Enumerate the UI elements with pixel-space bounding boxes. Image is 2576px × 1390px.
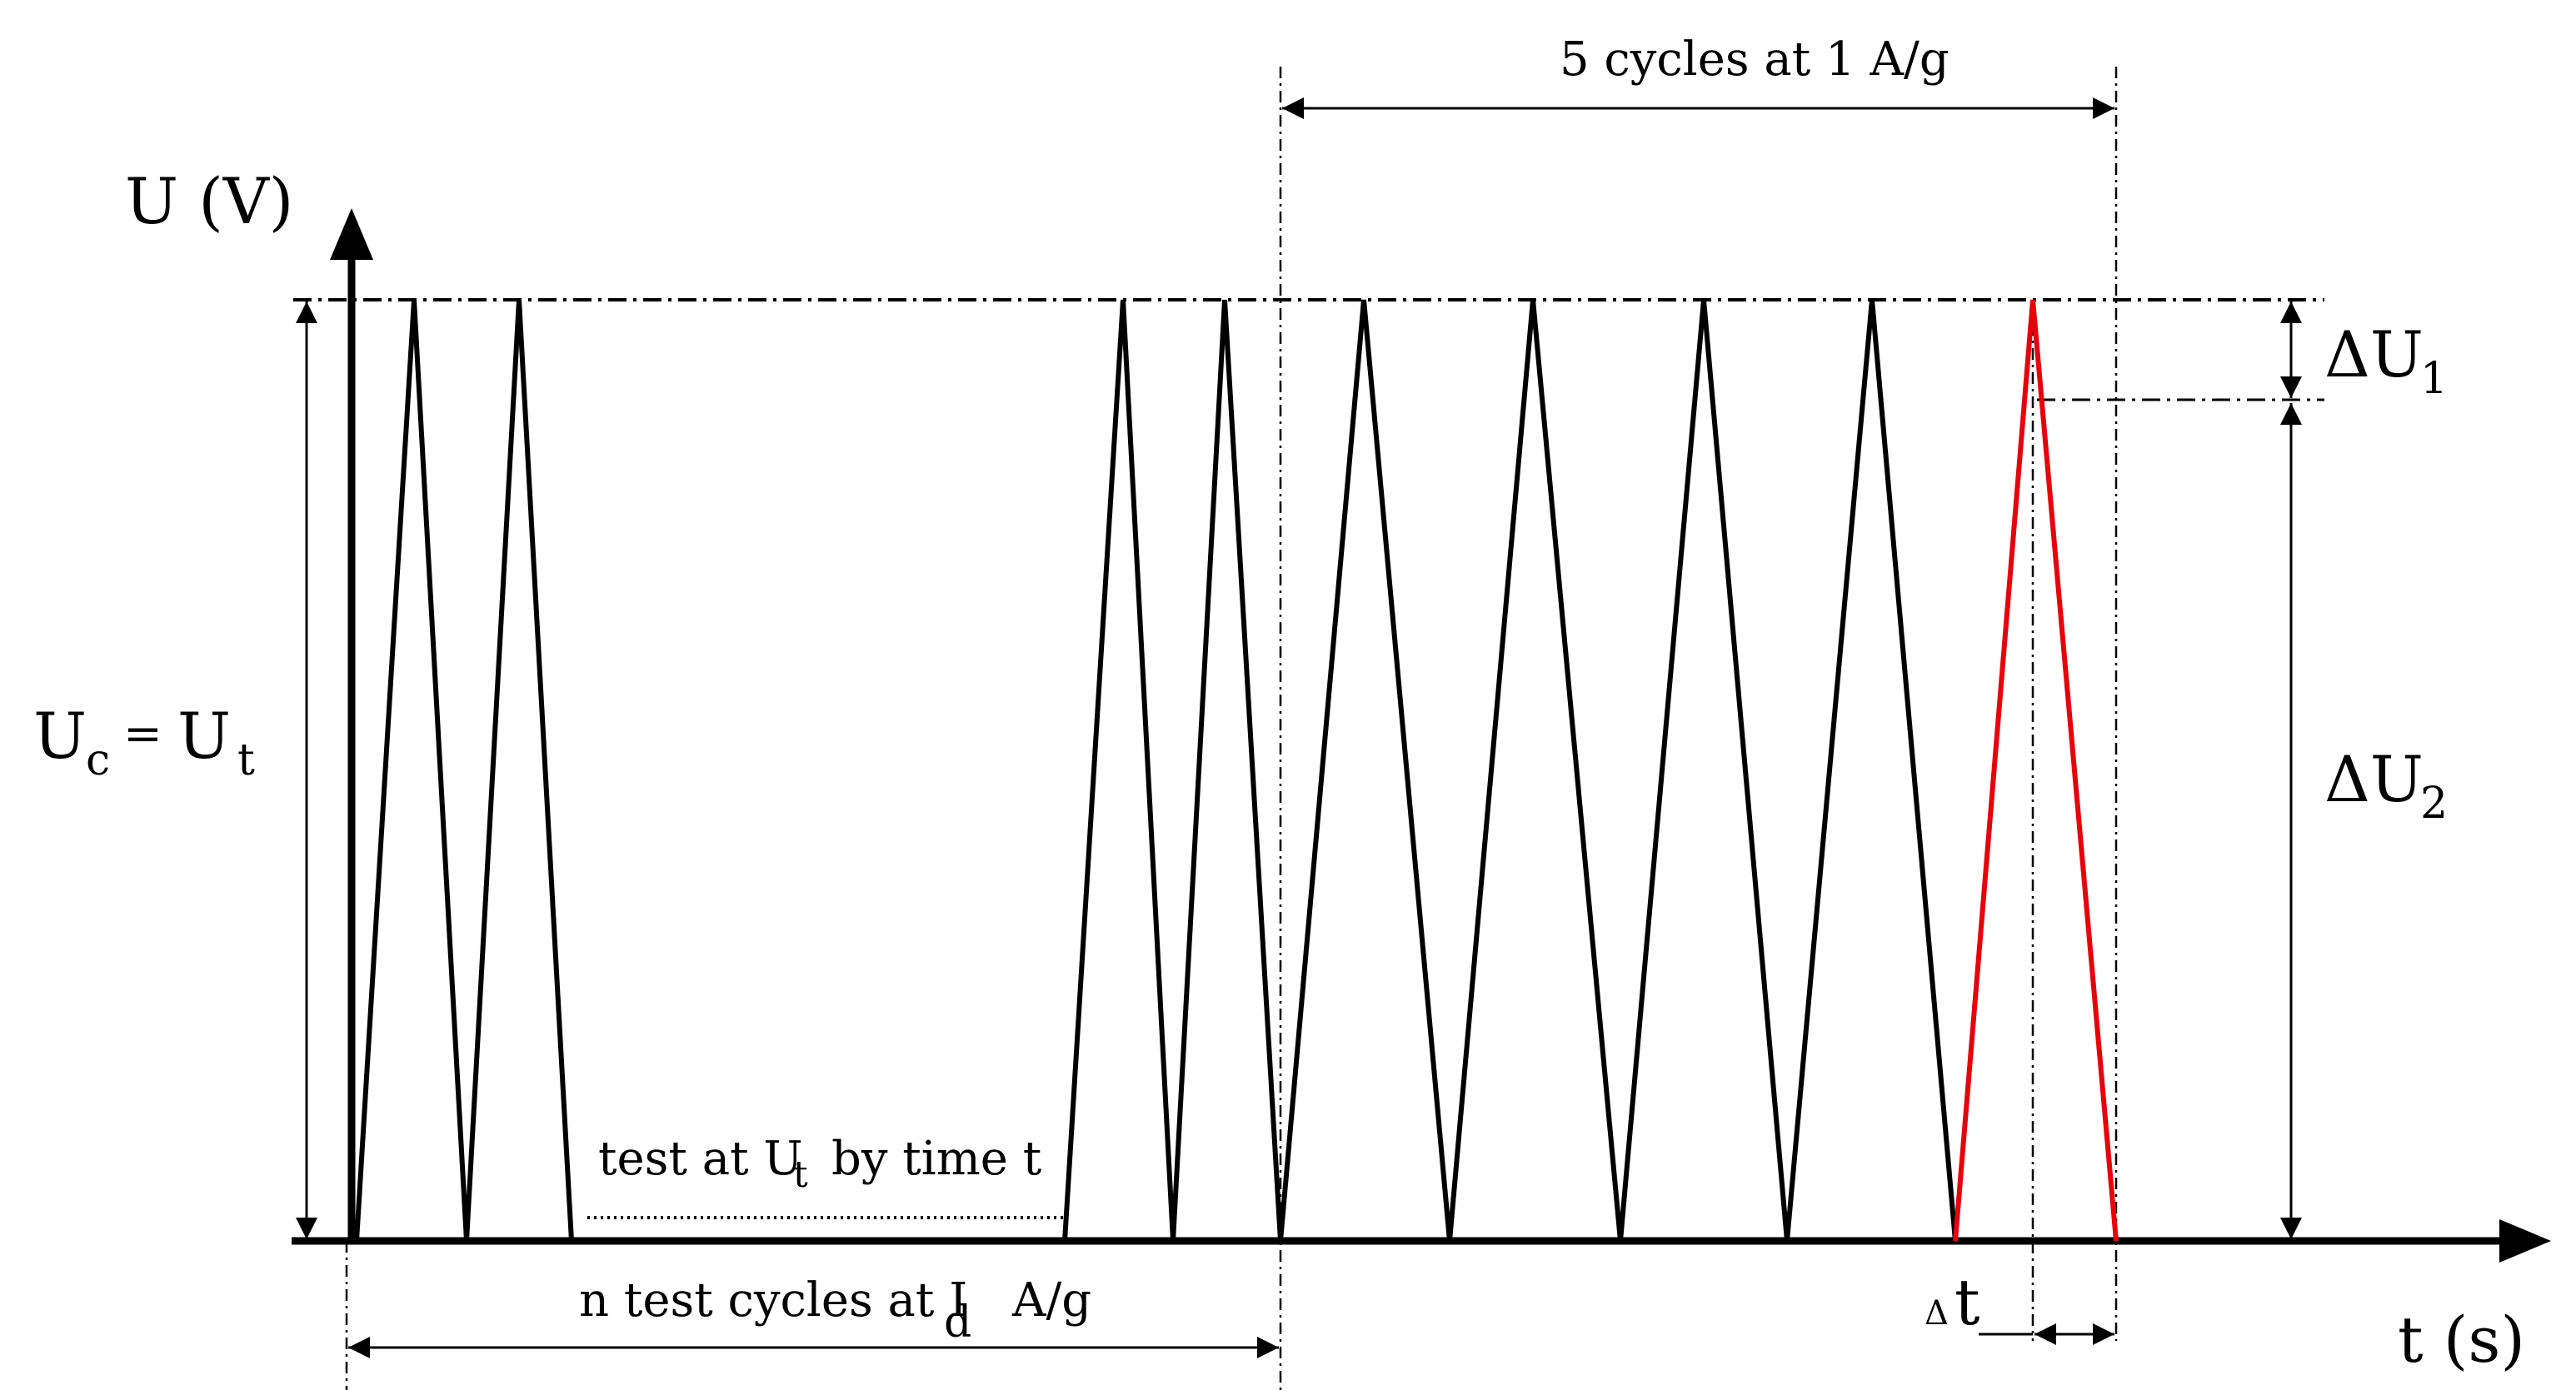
uc-equals: = bbox=[123, 707, 162, 761]
initial-cycles bbox=[354, 299, 574, 1242]
x-axis-arrowhead bbox=[2499, 1219, 2551, 1263]
ntest-prefix: n test cycles at I bbox=[579, 1273, 967, 1328]
reference-lines bbox=[293, 67, 2324, 1390]
delta-u2-label: ΔU 2 bbox=[2324, 742, 2448, 829]
test-suffix: by time t bbox=[831, 1132, 1042, 1186]
du2-sub: 2 bbox=[2420, 779, 2448, 829]
x-axis-label: t (s) bbox=[2398, 1303, 2525, 1377]
delta-t-label: Δ t bbox=[1925, 1265, 1980, 1339]
dt-t: t bbox=[1954, 1265, 1980, 1339]
one-ag-cycles bbox=[1278, 299, 1958, 1242]
du2-main: ΔU bbox=[2324, 742, 2424, 816]
uc-equals-ut-label: U c = U t bbox=[33, 699, 255, 785]
test-prefix: test at U bbox=[598, 1132, 803, 1186]
labels: U (V) t (s) U c = U t ΔU 1 ΔU 2 5 cycles… bbox=[33, 32, 2525, 1377]
test-sub: t bbox=[793, 1153, 808, 1196]
dt-delta: Δ bbox=[1925, 1294, 1949, 1333]
uc-sub: c bbox=[86, 735, 110, 785]
ut-main: U bbox=[177, 699, 231, 773]
waveform bbox=[354, 299, 2119, 1242]
ntest-suffix: A/g bbox=[1011, 1273, 1091, 1328]
axes bbox=[292, 208, 2551, 1263]
dimension-arrows bbox=[296, 97, 2302, 1358]
late-test-cycles bbox=[1062, 299, 1283, 1242]
y-axis-arrowhead bbox=[330, 208, 373, 260]
du1-sub: 1 bbox=[2420, 354, 2448, 404]
y-axis-label: U (V) bbox=[125, 164, 293, 238]
ut-sub: t bbox=[237, 735, 255, 785]
du1-main: ΔU bbox=[2324, 317, 2424, 391]
fifth-cycle-highlight bbox=[1953, 299, 2119, 1242]
uc-main: U bbox=[33, 699, 87, 773]
delta-u1-label: ΔU 1 bbox=[2324, 317, 2448, 404]
ntest-sub: d bbox=[944, 1298, 971, 1348]
cycles-label: 5 cycles at 1 A/g bbox=[1560, 32, 1949, 87]
ntest-label: n test cycles at I d A/g bbox=[579, 1273, 1091, 1348]
test-hold-label: test at U t by time t bbox=[598, 1132, 1042, 1196]
